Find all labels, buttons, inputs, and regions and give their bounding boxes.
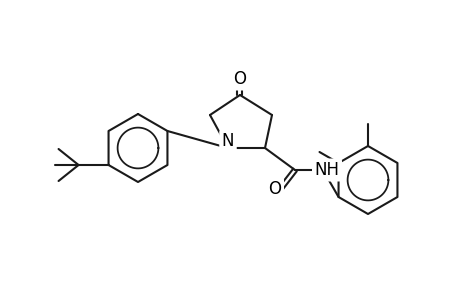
Text: N: N	[221, 132, 234, 150]
Text: NH: NH	[314, 161, 339, 179]
Text: O: O	[268, 180, 281, 198]
Text: O: O	[233, 70, 246, 88]
